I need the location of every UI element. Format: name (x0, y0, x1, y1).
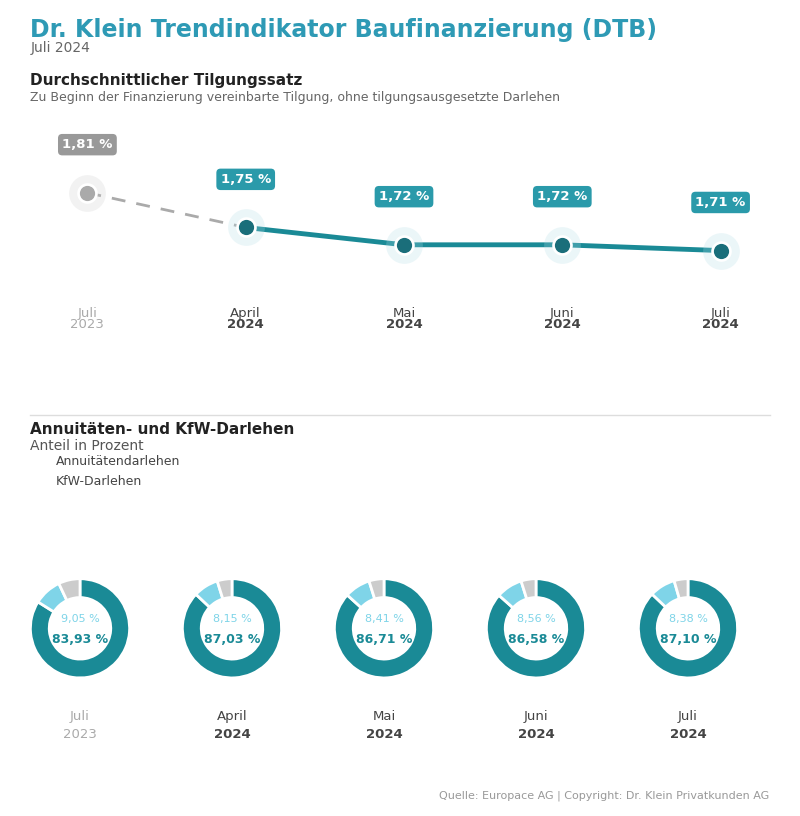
Point (556, 238, 569, 251)
Text: 2024: 2024 (227, 318, 264, 331)
Text: 1,72 %: 1,72 % (379, 190, 429, 203)
Point (556, 238, 569, 251)
Point (239, 221, 252, 234)
Text: KfW-Darlehen: KfW-Darlehen (56, 475, 142, 488)
Wedge shape (30, 579, 130, 678)
Text: Juli: Juli (78, 307, 98, 320)
Point (81, 186, 94, 199)
Point (81, 186, 94, 199)
Text: 87,03 %: 87,03 % (204, 632, 260, 645)
Wedge shape (486, 579, 586, 678)
Text: Juli: Juli (678, 710, 698, 723)
Text: 8,38 %: 8,38 % (669, 614, 707, 624)
Wedge shape (674, 579, 688, 599)
Text: Mai: Mai (372, 710, 396, 723)
Text: 2023: 2023 (70, 318, 104, 331)
Text: 8,56 %: 8,56 % (517, 614, 555, 624)
Text: 8,41 %: 8,41 % (365, 614, 403, 624)
Text: Zu Beginn der Finanzierung vereinbarte Tilgung, ohne tilgungsausgesetzte Darlehe: Zu Beginn der Finanzierung vereinbarte T… (30, 91, 560, 104)
Text: Mai: Mai (392, 307, 416, 320)
Text: 2024: 2024 (386, 318, 422, 331)
Point (398, 238, 410, 251)
Text: Durchschnittlicher Tilgungssatz: Durchschnittlicher Tilgungssatz (30, 73, 302, 88)
Wedge shape (638, 579, 738, 678)
Point (81, 186, 94, 199)
Wedge shape (369, 579, 384, 599)
Wedge shape (347, 581, 374, 608)
Wedge shape (521, 579, 536, 599)
Text: 2023: 2023 (63, 728, 97, 741)
Wedge shape (59, 579, 80, 601)
Text: 2024: 2024 (366, 728, 402, 741)
Wedge shape (182, 579, 282, 678)
Text: April: April (217, 710, 247, 723)
Point (239, 221, 252, 234)
Text: Quelle: Europace AG | Copyright: Dr. Klein Privatkunden AG: Quelle: Europace AG | Copyright: Dr. Kle… (439, 791, 770, 801)
Text: Annuitäten- und KfW-Darlehen: Annuitäten- und KfW-Darlehen (30, 422, 294, 437)
Text: 1,71 %: 1,71 % (695, 196, 746, 209)
Wedge shape (652, 581, 679, 607)
Point (239, 221, 252, 234)
Text: Juni: Juni (550, 307, 574, 320)
Wedge shape (196, 581, 223, 607)
Text: 2024: 2024 (518, 728, 554, 741)
Wedge shape (499, 581, 526, 608)
Text: 2024: 2024 (214, 728, 250, 741)
Point (714, 244, 727, 257)
Text: 8,15 %: 8,15 % (213, 614, 251, 624)
Point (398, 238, 410, 251)
Point (556, 238, 569, 251)
Text: 2024: 2024 (544, 318, 581, 331)
Text: 2024: 2024 (702, 318, 739, 331)
Text: 86,71 %: 86,71 % (356, 632, 412, 645)
Text: Juni: Juni (524, 710, 548, 723)
Text: 9,05 %: 9,05 % (61, 614, 99, 624)
Text: 1,72 %: 1,72 % (537, 190, 587, 203)
Text: 86,58 %: 86,58 % (508, 632, 564, 645)
Text: Juli 2024: Juli 2024 (30, 41, 90, 55)
Text: Annuitätendarlehen: Annuitätendarlehen (56, 455, 180, 468)
Text: Dr. Klein Trendindikator Baufinanzierung (DTB): Dr. Klein Trendindikator Baufinanzierung… (30, 18, 658, 42)
Point (714, 244, 727, 257)
Text: Juli: Juli (710, 307, 730, 320)
Text: 2024: 2024 (670, 728, 706, 741)
Point (398, 238, 410, 251)
Text: Juli: Juli (70, 710, 90, 723)
Wedge shape (38, 583, 67, 612)
Text: 1,75 %: 1,75 % (221, 173, 271, 186)
Wedge shape (218, 579, 232, 599)
Text: 83,93 %: 83,93 % (52, 632, 108, 645)
Text: 87,10 %: 87,10 % (660, 632, 716, 645)
Text: April: April (230, 307, 261, 320)
Wedge shape (334, 579, 434, 678)
Text: 1,81 %: 1,81 % (62, 138, 113, 151)
Point (714, 244, 727, 257)
Text: Anteil in Prozent: Anteil in Prozent (30, 439, 144, 453)
